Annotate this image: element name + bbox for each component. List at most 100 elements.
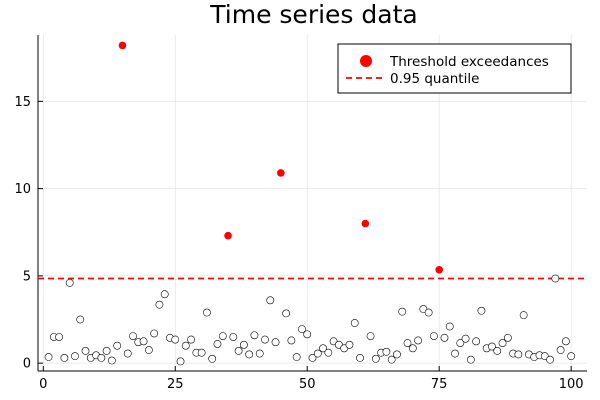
exceedance-point (118, 41, 127, 50)
data-point (519, 311, 528, 320)
x-tick-label: 75 (431, 377, 448, 392)
data-point (139, 337, 148, 346)
data-point (266, 296, 275, 305)
data-point (292, 353, 301, 361)
data-point (456, 339, 465, 347)
data-point (76, 315, 85, 324)
data-point (150, 329, 159, 338)
data-point (445, 322, 454, 331)
data-point (387, 355, 396, 364)
data-point (44, 353, 53, 361)
exceedance-point (435, 265, 443, 274)
data-point (503, 333, 512, 342)
data-point (287, 336, 296, 345)
data-point (440, 333, 449, 342)
data-point (60, 354, 69, 362)
data-point (81, 347, 90, 355)
tick-labels: 0 25 50 75 100 0 5 10 15 (14, 95, 583, 392)
data-point (345, 340, 354, 349)
data-point (393, 350, 401, 359)
axes (37, 35, 587, 372)
data-point (498, 339, 507, 347)
data-point (271, 338, 280, 347)
data-point (245, 350, 254, 359)
exceedance-point (361, 219, 370, 228)
legend-label-exceedances: Threshold exceedances (389, 54, 549, 70)
grid-lines (38, 35, 587, 371)
data-point (371, 354, 380, 363)
data-point (71, 352, 79, 361)
data-point (298, 325, 306, 334)
data-point (382, 347, 391, 356)
data-point (303, 330, 312, 339)
data-point (414, 336, 422, 345)
data-point (461, 334, 470, 343)
data-point (113, 341, 122, 350)
data-point (488, 342, 496, 351)
data-point (313, 349, 322, 358)
data-point (324, 348, 333, 357)
data-point (567, 352, 576, 361)
data-point (203, 308, 211, 317)
y-tick-label: 0 (23, 357, 31, 372)
data-point (472, 337, 481, 346)
legend-label-quantile: 0.95 quantile (390, 71, 479, 87)
data-point (282, 309, 291, 318)
data-point (208, 354, 217, 363)
data-point (160, 290, 169, 299)
data-point (55, 333, 64, 341)
y-tick-label: 15 (14, 95, 31, 110)
data-point (350, 319, 359, 327)
data-point (102, 347, 111, 355)
legend-marker-exceedances (360, 55, 372, 67)
data-point (408, 344, 417, 353)
data-point (561, 337, 570, 346)
chart-title: Time series data (209, 0, 417, 29)
data-point (197, 348, 206, 357)
data-point (171, 335, 180, 344)
data-point (319, 344, 327, 353)
data-point (514, 350, 523, 359)
data-point (176, 357, 185, 366)
x-tick-label: 100 (559, 377, 584, 392)
x-tick-label: 25 (167, 377, 184, 392)
data-point (493, 347, 502, 355)
data-point (187, 335, 195, 344)
data-point (97, 354, 106, 362)
data-point (234, 347, 243, 355)
data-point (403, 339, 412, 347)
data-point (181, 341, 190, 350)
y-tick-label: 10 (14, 182, 31, 197)
data-point (218, 332, 227, 340)
data-point (239, 340, 248, 349)
data-point (477, 306, 486, 315)
data-point (356, 354, 364, 362)
data-point (551, 274, 560, 283)
data-point (65, 278, 74, 287)
data-point (424, 308, 433, 317)
data-point (123, 349, 132, 358)
data-point (430, 332, 438, 340)
data-point (451, 349, 459, 358)
exceedance-point (224, 231, 232, 240)
data-point (155, 300, 164, 309)
data-point (261, 335, 269, 344)
data-point (398, 307, 407, 316)
legend-box (337, 43, 572, 94)
data-point (546, 355, 554, 364)
legend: Threshold exceedances 0.95 quantile (337, 43, 572, 94)
data-point (308, 354, 317, 362)
data-point (255, 349, 264, 358)
exceedance-point (277, 169, 285, 177)
plot-area (38, 41, 587, 366)
data-point (556, 346, 565, 354)
data-point (229, 333, 238, 341)
x-tick-label: 0 (39, 377, 47, 392)
data-point (144, 346, 153, 354)
data-point (108, 356, 116, 365)
data-point (213, 340, 222, 348)
y-tick-label: 5 (23, 269, 31, 284)
data-point (250, 331, 259, 340)
data-point (366, 332, 375, 340)
